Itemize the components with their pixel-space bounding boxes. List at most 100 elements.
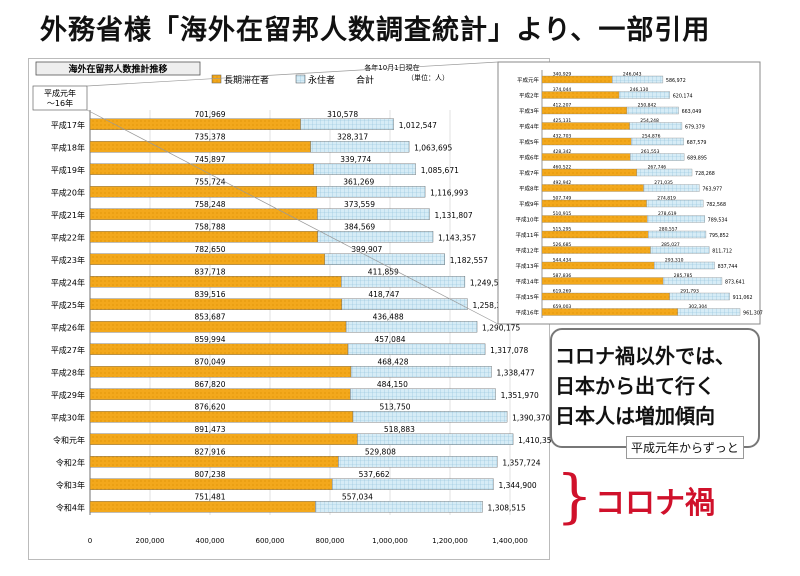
inset-category-label: 平成13年 xyxy=(516,262,540,270)
inset-category-label: 平成3年 xyxy=(519,107,539,115)
inset-value-long-term: 374,044 xyxy=(553,87,572,93)
category-label: 平成21年 xyxy=(51,210,85,220)
category-label: 平成23年 xyxy=(51,255,85,265)
value-label-long-term: 745,897 xyxy=(194,155,225,164)
inset-bar-permanent xyxy=(629,122,683,130)
bar-permanent xyxy=(300,118,394,130)
bar-long-term xyxy=(89,208,318,220)
bar-permanent xyxy=(347,343,486,355)
value-label-total: 1,317,078 xyxy=(490,346,528,355)
category-label: 平成18年 xyxy=(51,142,85,152)
inset-value-long-term: 619,269 xyxy=(553,289,572,295)
inset-value-long-term: 412,207 xyxy=(553,103,572,109)
chart-title-box xyxy=(35,61,201,76)
value-label-long-term: 891,473 xyxy=(194,425,225,434)
inset-value-total: 811,712 xyxy=(712,249,732,255)
inset-value-permanent: 261,553 xyxy=(641,149,660,155)
inset-value-total: 586,972 xyxy=(666,78,686,84)
bar-long-term xyxy=(89,298,343,310)
value-label-long-term: 735,378 xyxy=(194,132,225,141)
category-label: 平成30年 xyxy=(51,412,85,422)
inset-bar-permanent xyxy=(669,292,730,301)
x-tick-label: 400,000 xyxy=(196,537,225,545)
value-label-permanent: 411,859 xyxy=(368,267,399,276)
inset-category-label: 平成2年 xyxy=(519,92,539,100)
bar-permanent xyxy=(324,253,445,265)
inset-value-long-term: 507,749 xyxy=(553,196,572,202)
inset-category-label: 平成7年 xyxy=(519,169,539,177)
inset-category-label: 平成11年 xyxy=(516,231,540,239)
inset-value-total: 728,268 xyxy=(695,171,715,177)
value-label-permanent: 518,883 xyxy=(384,425,415,434)
inset-value-permanent: 291,793 xyxy=(680,289,699,295)
category-label: 平成25年 xyxy=(51,300,85,310)
inset-bar-permanent xyxy=(618,91,670,99)
inset-bar-permanent xyxy=(630,137,684,146)
value-label-total: 1,351,970 xyxy=(501,391,539,400)
inset-value-permanent: 293,310 xyxy=(665,258,684,264)
inset-bar-permanent xyxy=(630,153,685,161)
bar-long-term xyxy=(89,343,349,355)
category-label: 令和3年 xyxy=(56,480,85,490)
inset-value-permanent: 246,130 xyxy=(630,87,649,93)
category-label: 令和元年 xyxy=(53,435,85,445)
inset-value-total: 911,062 xyxy=(733,295,753,301)
inset-value-long-term: 659,003 xyxy=(553,304,572,310)
inset-value-total: 789,534 xyxy=(708,218,728,224)
category-label: 平成24年 xyxy=(51,277,85,287)
range-label-line-1: 平成元年 xyxy=(44,88,76,98)
bar-permanent xyxy=(317,231,434,243)
value-label-long-term: 755,724 xyxy=(194,177,225,186)
inset-value-total: 763,977 xyxy=(702,187,722,193)
corona-brace: } xyxy=(556,462,593,530)
value-label-total: 1,143,357 xyxy=(438,233,476,242)
value-label-long-term: 876,620 xyxy=(194,402,225,411)
value-label-permanent: 436,488 xyxy=(373,312,404,321)
value-label-permanent: 457,084 xyxy=(374,335,405,344)
bar-long-term xyxy=(89,456,339,468)
inset-value-long-term: 587,836 xyxy=(553,273,572,279)
bar-permanent xyxy=(345,321,478,333)
chart-title: 海外在留邦人数推計推移 xyxy=(68,63,167,75)
value-label-total: 1,390,370 xyxy=(512,413,550,422)
category-label: 令和4年 xyxy=(56,502,85,512)
value-label-total: 1,357,724 xyxy=(502,458,540,467)
inset-bar-permanent xyxy=(636,168,693,177)
bar-long-term xyxy=(89,366,352,378)
inset-bar-permanent xyxy=(650,246,710,254)
value-label-permanent: 557,034 xyxy=(342,492,373,501)
inset-value-total: 837,744 xyxy=(718,264,738,270)
inset-value-total: 795,852 xyxy=(709,233,729,239)
callout-subnote: 平成元年からずっと xyxy=(626,436,744,459)
x-tick-label: 1,000,000 xyxy=(372,537,408,545)
inset-value-permanent: 254,876 xyxy=(642,134,661,140)
inset-value-permanent: 285,785 xyxy=(674,273,693,279)
value-label-permanent: 339,774 xyxy=(340,155,371,164)
x-tick-label: 200,000 xyxy=(136,537,165,545)
value-label-permanent: 373,559 xyxy=(344,200,375,209)
bar-permanent xyxy=(315,501,483,513)
connector-line-bottom xyxy=(86,109,499,325)
inset-category-label: 平成16年 xyxy=(516,309,540,317)
value-label-permanent: 537,662 xyxy=(359,470,390,479)
chart-note: 各年10月1日現在 xyxy=(364,63,419,72)
inset-value-permanent: 280,557 xyxy=(659,227,678,233)
value-label-long-term: 751,481 xyxy=(194,492,225,501)
value-label-long-term: 758,788 xyxy=(194,222,225,231)
legend-swatch-0 xyxy=(211,74,222,84)
inset-value-total: 620,174 xyxy=(673,94,693,100)
bar-long-term xyxy=(89,276,342,288)
value-label-total: 1,116,993 xyxy=(430,188,468,197)
inset-value-total: 782,568 xyxy=(706,202,726,208)
legend-swatch-1 xyxy=(295,74,306,84)
x-tick-label: 1,400,000 xyxy=(492,537,528,545)
bar-permanent xyxy=(310,141,410,153)
bar-permanent xyxy=(352,411,508,423)
inset-bar-permanent xyxy=(612,75,664,84)
inset-value-permanent: 271,035 xyxy=(654,180,673,186)
value-label-long-term: 782,650 xyxy=(194,245,225,254)
legend-label-1: 永住者 xyxy=(308,74,335,86)
inset-category-label: 平成9年 xyxy=(519,200,539,208)
legend-label-2: 合計 xyxy=(356,74,374,86)
